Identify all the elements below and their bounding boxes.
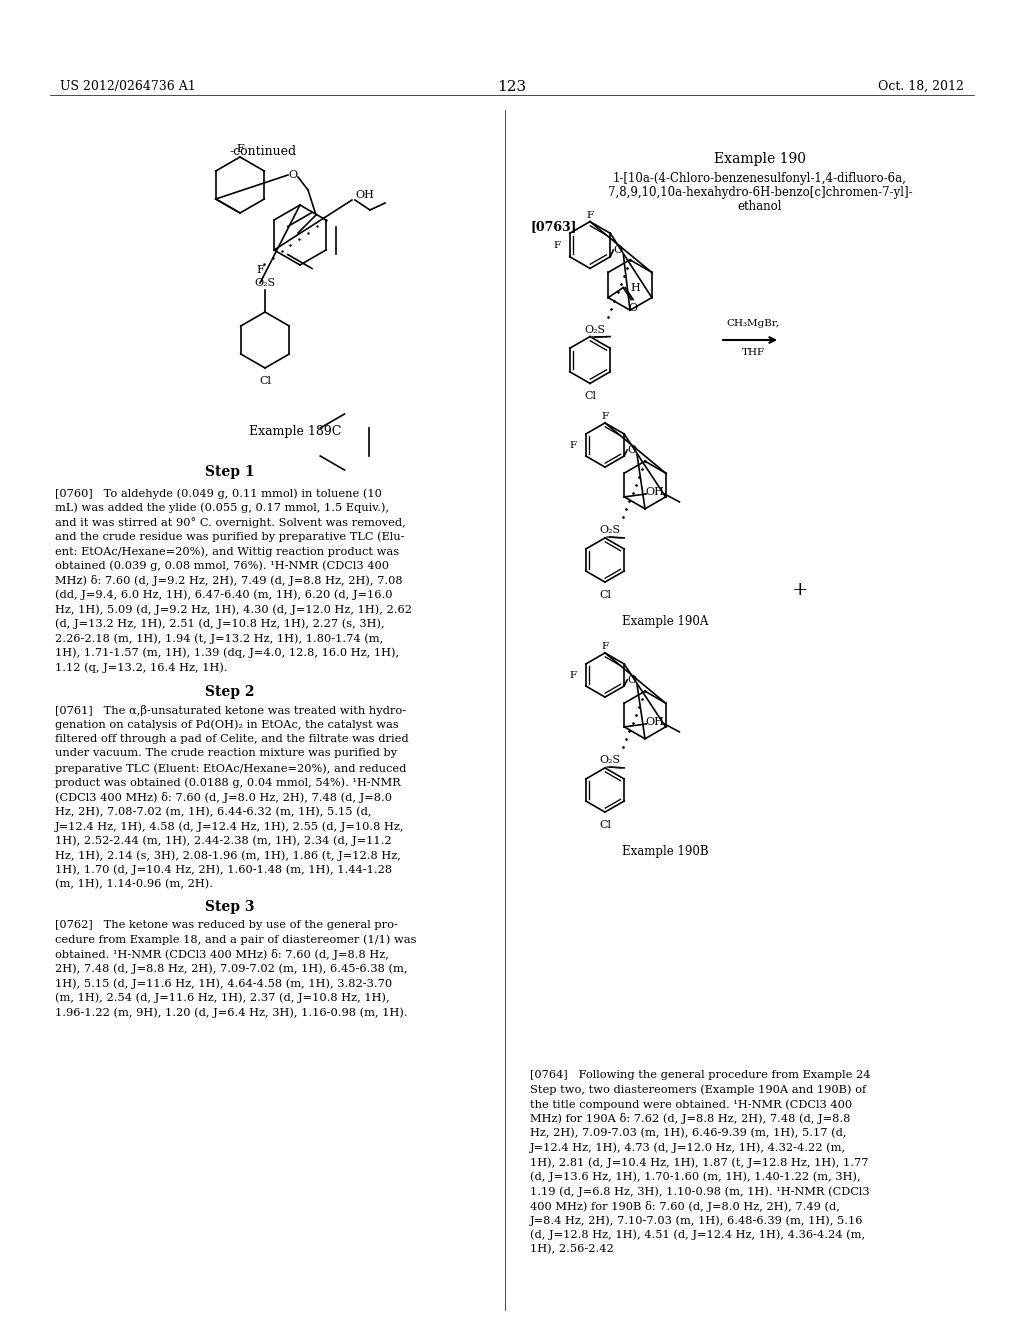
Text: Step 2: Step 2 <box>205 685 255 700</box>
Text: Cl: Cl <box>259 376 271 385</box>
Text: Step 3: Step 3 <box>205 900 255 913</box>
Text: F: F <box>587 211 594 220</box>
Text: 1-[10a-(4-Chloro-benzenesulfonyl-1,4-difluoro-6a,: 1-[10a-(4-Chloro-benzenesulfonyl-1,4-dif… <box>613 172 907 185</box>
Text: J=8.4 Hz, 2H), 7.10-7.03 (m, 1H), 6.48-6.39 (m, 1H), 5.16: J=8.4 Hz, 2H), 7.10-7.03 (m, 1H), 6.48-6… <box>530 1214 863 1225</box>
Text: O: O <box>289 170 298 180</box>
Text: obtained. ¹H-NMR (CDCl3 400 MHz) δ: 7.60 (d, J=8.8 Hz,: obtained. ¹H-NMR (CDCl3 400 MHz) δ: 7.60… <box>55 949 389 960</box>
Text: (d, J=13.6 Hz, 1H), 1.70-1.60 (m, 1H), 1.40-1.22 (m, 3H),: (d, J=13.6 Hz, 1H), 1.70-1.60 (m, 1H), 1… <box>530 1172 860 1183</box>
Text: mL) was added the ylide (0.055 g, 0.17 mmol, 1.5 Equiv.),: mL) was added the ylide (0.055 g, 0.17 m… <box>55 503 389 513</box>
Text: O: O <box>613 246 623 255</box>
Text: Example 190A: Example 190A <box>622 615 709 628</box>
Text: O: O <box>628 445 637 455</box>
Text: MHz) for 190A δ: 7.62 (d, J=8.8 Hz, 2H), 7.48 (d, J=8.8: MHz) for 190A δ: 7.62 (d, J=8.8 Hz, 2H),… <box>530 1114 850 1125</box>
Text: cedure from Example 18, and a pair of diastereomer (1/1) was: cedure from Example 18, and a pair of di… <box>55 935 417 945</box>
Text: F: F <box>256 265 264 275</box>
Text: (d, J=12.8 Hz, 1H), 4.51 (d, J=12.4 Hz, 1H), 4.36-4.24 (m,: (d, J=12.8 Hz, 1H), 4.51 (d, J=12.4 Hz, … <box>530 1229 865 1239</box>
Text: F: F <box>601 643 608 651</box>
Text: Cl: Cl <box>599 820 611 830</box>
Text: THF: THF <box>741 348 765 356</box>
Text: OH: OH <box>645 717 664 727</box>
Text: CH₃MgBr,: CH₃MgBr, <box>726 319 779 327</box>
Text: OH: OH <box>355 190 374 201</box>
Text: genation on catalysis of Pd(OH)₂ in EtOAc, the catalyst was: genation on catalysis of Pd(OH)₂ in EtOA… <box>55 719 398 730</box>
Text: Example 189C: Example 189C <box>249 425 341 438</box>
Text: [0760]   To aldehyde (0.049 g, 0.11 mmol) in toluene (10: [0760] To aldehyde (0.049 g, 0.11 mmol) … <box>55 488 382 499</box>
Text: J=12.4 Hz, 1H), 4.58 (d, J=12.4 Hz, 1H), 2.55 (d, J=10.8 Hz,: J=12.4 Hz, 1H), 4.58 (d, J=12.4 Hz, 1H),… <box>55 821 404 832</box>
Text: and it was stirred at 90° C. overnight. Solvent was removed,: and it was stirred at 90° C. overnight. … <box>55 517 406 528</box>
Text: (m, 1H), 1.14-0.96 (m, 2H).: (m, 1H), 1.14-0.96 (m, 2H). <box>55 879 213 890</box>
Text: O₂S: O₂S <box>585 325 605 335</box>
Text: 2.26-2.18 (m, 1H), 1.94 (t, J=13.2 Hz, 1H), 1.80-1.74 (m,: 2.26-2.18 (m, 1H), 1.94 (t, J=13.2 Hz, 1… <box>55 634 383 644</box>
Text: 1H), 5.15 (d, J=11.6 Hz, 1H), 4.64-4.58 (m, 1H), 3.82-3.70: 1H), 5.15 (d, J=11.6 Hz, 1H), 4.64-4.58 … <box>55 978 392 989</box>
Text: OH: OH <box>645 487 664 496</box>
Text: (CDCl3 400 MHz) δ: 7.60 (d, J=8.0 Hz, 2H), 7.48 (d, J=8.0: (CDCl3 400 MHz) δ: 7.60 (d, J=8.0 Hz, 2H… <box>55 792 392 803</box>
Text: US 2012/0264736 A1: US 2012/0264736 A1 <box>60 81 196 92</box>
Text: F: F <box>569 671 577 680</box>
Text: the title compound were obtained. ¹H-NMR (CDCl3 400: the title compound were obtained. ¹H-NMR… <box>530 1100 852 1110</box>
Text: Step two, two diastereomers (Example 190A and 190B) of: Step two, two diastereomers (Example 190… <box>530 1085 866 1096</box>
Text: O: O <box>628 675 637 685</box>
Text: +: + <box>792 581 808 599</box>
Text: 1H), 2.56-2.42: 1H), 2.56-2.42 <box>530 1243 613 1254</box>
Text: [0762]   The ketone was reduced by use of the general pro-: [0762] The ketone was reduced by use of … <box>55 920 398 931</box>
Text: O: O <box>629 302 638 313</box>
Text: Cl: Cl <box>599 590 611 601</box>
Text: (m, 1H), 2.54 (d, J=11.6 Hz, 1H), 2.37 (d, J=10.8 Hz, 1H),: (m, 1H), 2.54 (d, J=11.6 Hz, 1H), 2.37 (… <box>55 993 389 1003</box>
Text: 123: 123 <box>498 81 526 94</box>
Text: Cl: Cl <box>584 392 596 401</box>
Text: MHz) δ: 7.60 (d, J=9.2 Hz, 2H), 7.49 (d, J=8.8 Hz, 2H), 7.08: MHz) δ: 7.60 (d, J=9.2 Hz, 2H), 7.49 (d,… <box>55 576 402 586</box>
Text: Hz, 2H), 7.09-7.03 (m, 1H), 6.46-9.39 (m, 1H), 5.17 (d,: Hz, 2H), 7.09-7.03 (m, 1H), 6.46-9.39 (m… <box>530 1129 847 1138</box>
Text: under vacuum. The crude reaction mixture was purified by: under vacuum. The crude reaction mixture… <box>55 748 397 759</box>
Text: filtered off through a pad of Celite, and the filtrate was dried: filtered off through a pad of Celite, an… <box>55 734 409 744</box>
Text: Hz, 1H), 5.09 (d, J=9.2 Hz, 1H), 4.30 (d, J=12.0 Hz, 1H), 2.62: Hz, 1H), 5.09 (d, J=9.2 Hz, 1H), 4.30 (d… <box>55 605 412 615</box>
Text: obtained (0.039 g, 0.08 mmol, 76%). ¹H-NMR (CDCl3 400: obtained (0.039 g, 0.08 mmol, 76%). ¹H-N… <box>55 561 389 572</box>
Text: O₂S: O₂S <box>254 279 275 288</box>
Text: and the crude residue was purified by preparative TLC (Elu-: and the crude residue was purified by pr… <box>55 532 404 543</box>
Text: 7,8,9,10,10a-hexahydro-6H-benzo[c]chromen-7-yl]-: 7,8,9,10,10a-hexahydro-6H-benzo[c]chrome… <box>607 186 912 199</box>
Text: product was obtained (0.0188 g, 0.04 mmol, 54%). ¹H-NMR: product was obtained (0.0188 g, 0.04 mmo… <box>55 777 400 788</box>
Text: 1.19 (d, J=6.8 Hz, 3H), 1.10-0.98 (m, 1H). ¹H-NMR (CDCl3: 1.19 (d, J=6.8 Hz, 3H), 1.10-0.98 (m, 1H… <box>530 1185 869 1196</box>
Text: 1H), 2.52-2.44 (m, 1H), 2.44-2.38 (m, 1H), 2.34 (d, J=11.2: 1H), 2.52-2.44 (m, 1H), 2.44-2.38 (m, 1H… <box>55 836 391 846</box>
Text: 1H), 2.81 (d, J=10.4 Hz, 1H), 1.87 (t, J=12.8 Hz, 1H), 1.77: 1H), 2.81 (d, J=10.4 Hz, 1H), 1.87 (t, J… <box>530 1158 868 1168</box>
Text: 1H), 1.70 (d, J=10.4 Hz, 2H), 1.60-1.48 (m, 1H), 1.44-1.28: 1H), 1.70 (d, J=10.4 Hz, 2H), 1.60-1.48 … <box>55 865 392 875</box>
Text: Hz, 2H), 7.08-7.02 (m, 1H), 6.44-6.32 (m, 1H), 5.15 (d,: Hz, 2H), 7.08-7.02 (m, 1H), 6.44-6.32 (m… <box>55 807 372 817</box>
Text: F: F <box>601 412 608 421</box>
Text: ethanol: ethanol <box>737 201 782 213</box>
Text: H: H <box>631 282 640 293</box>
Text: Step 1: Step 1 <box>205 465 255 479</box>
Text: preparative TLC (Eluent: EtOAc/Hexane=20%), and reduced: preparative TLC (Eluent: EtOAc/Hexane=20… <box>55 763 407 774</box>
Text: ent: EtOAc/Hexane=20%), and Wittig reaction product was: ent: EtOAc/Hexane=20%), and Wittig react… <box>55 546 399 557</box>
Text: 2H), 7.48 (d, J=8.8 Hz, 2H), 7.09-7.02 (m, 1H), 6.45-6.38 (m,: 2H), 7.48 (d, J=8.8 Hz, 2H), 7.09-7.02 (… <box>55 964 408 974</box>
Text: 1.12 (q, J=13.2, 16.4 Hz, 1H).: 1.12 (q, J=13.2, 16.4 Hz, 1H). <box>55 663 227 673</box>
Text: F: F <box>553 240 560 249</box>
Text: O₂S: O₂S <box>599 755 621 766</box>
Text: J=12.4 Hz, 1H), 4.73 (d, J=12.0 Hz, 1H), 4.32-4.22 (m,: J=12.4 Hz, 1H), 4.73 (d, J=12.0 Hz, 1H),… <box>530 1143 846 1154</box>
Text: F: F <box>569 441 577 450</box>
Text: Example 190: Example 190 <box>714 152 806 166</box>
Text: -continued: -continued <box>230 145 297 158</box>
Text: 400 MHz) for 190B δ: 7.60 (d, J=8.0 Hz, 2H), 7.49 (d,: 400 MHz) for 190B δ: 7.60 (d, J=8.0 Hz, … <box>530 1200 840 1212</box>
Text: F: F <box>237 144 244 154</box>
Text: Oct. 18, 2012: Oct. 18, 2012 <box>879 81 964 92</box>
Text: Hz, 1H), 2.14 (s, 3H), 2.08-1.96 (m, 1H), 1.86 (t, J=12.8 Hz,: Hz, 1H), 2.14 (s, 3H), 2.08-1.96 (m, 1H)… <box>55 850 400 861</box>
Text: [0764]   Following the general procedure from Example 24: [0764] Following the general procedure f… <box>530 1071 870 1080</box>
Text: [0761]   The α,β-unsaturated ketone was treated with hydro-: [0761] The α,β-unsaturated ketone was tr… <box>55 705 407 715</box>
Text: [0763]: [0763] <box>530 220 577 234</box>
Text: (dd, J=9.4, 6.0 Hz, 1H), 6.47-6.40 (m, 1H), 6.20 (d, J=16.0: (dd, J=9.4, 6.0 Hz, 1H), 6.47-6.40 (m, 1… <box>55 590 392 601</box>
Text: Example 190B: Example 190B <box>622 845 709 858</box>
Text: O₂S: O₂S <box>599 525 621 535</box>
Text: 1H), 1.71-1.57 (m, 1H), 1.39 (dq, J=4.0, 12.8, 16.0 Hz, 1H),: 1H), 1.71-1.57 (m, 1H), 1.39 (dq, J=4.0,… <box>55 648 399 659</box>
Text: 1.96-1.22 (m, 9H), 1.20 (d, J=6.4 Hz, 3H), 1.16-0.98 (m, 1H).: 1.96-1.22 (m, 9H), 1.20 (d, J=6.4 Hz, 3H… <box>55 1007 408 1018</box>
Text: (d, J=13.2 Hz, 1H), 2.51 (d, J=10.8 Hz, 1H), 2.27 (s, 3H),: (d, J=13.2 Hz, 1H), 2.51 (d, J=10.8 Hz, … <box>55 619 385 630</box>
